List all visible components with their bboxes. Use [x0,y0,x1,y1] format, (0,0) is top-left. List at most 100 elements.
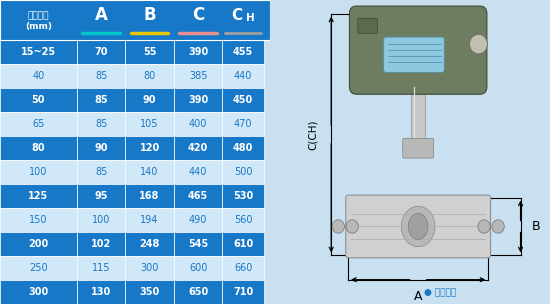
Bar [77,280,125,304]
Text: 85: 85 [95,119,107,129]
Bar [77,208,125,232]
Bar [77,40,125,64]
Bar [77,256,125,280]
Bar [0,112,77,136]
Text: 650: 650 [188,287,208,297]
Text: 85: 85 [94,95,108,105]
Bar [222,64,264,88]
Bar [125,184,174,208]
Text: 350: 350 [140,287,159,297]
Text: (mm): (mm) [25,22,52,31]
Text: 90: 90 [143,95,156,105]
Text: 100: 100 [92,215,110,225]
Text: 490: 490 [189,215,207,225]
Bar [222,208,264,232]
Bar [125,280,174,304]
Bar [125,160,174,184]
Text: 85: 85 [95,167,107,177]
Bar [125,112,174,136]
Text: 465: 465 [188,191,208,201]
Text: 300: 300 [28,287,48,297]
Text: 65: 65 [32,119,45,129]
Bar [125,88,174,112]
Text: 248: 248 [139,239,160,249]
Bar [77,112,125,136]
Bar [174,232,222,256]
Text: 115: 115 [92,263,111,273]
Text: 95: 95 [94,191,108,201]
Text: 400: 400 [189,119,207,129]
Text: 450: 450 [233,95,254,105]
Bar [125,256,174,280]
Text: 70: 70 [94,47,108,57]
Ellipse shape [356,15,480,85]
Bar [222,256,264,280]
Circle shape [346,220,359,233]
Text: H: H [246,13,254,23]
Text: ● 常规仪表: ● 常规仪表 [424,288,456,297]
Text: C: C [192,6,204,24]
Bar [125,232,174,256]
Ellipse shape [402,206,435,247]
Text: 40: 40 [32,71,45,81]
FancyBboxPatch shape [358,18,377,33]
Text: 440: 440 [234,71,252,81]
Text: 150: 150 [29,215,48,225]
Bar [0,256,77,280]
Text: 50: 50 [32,95,45,105]
Text: 480: 480 [233,143,254,153]
Bar [222,136,264,160]
Bar [125,40,174,64]
FancyBboxPatch shape [384,37,444,72]
Ellipse shape [408,213,428,240]
Bar [174,280,222,304]
FancyBboxPatch shape [346,195,491,258]
Bar [222,184,264,208]
Bar [0,232,77,256]
Text: 194: 194 [140,215,159,225]
Text: 168: 168 [139,191,160,201]
Text: 130: 130 [91,287,111,297]
Text: 15~25: 15~25 [21,47,56,57]
Bar [77,184,125,208]
Text: 560: 560 [234,215,252,225]
Circle shape [332,220,344,233]
FancyBboxPatch shape [349,6,487,94]
Text: A: A [95,6,107,24]
Bar [77,64,125,88]
Text: 100: 100 [29,167,48,177]
Bar [77,136,125,160]
Bar [77,160,125,184]
Text: C: C [231,8,242,23]
Text: 530: 530 [233,191,254,201]
Text: 250: 250 [29,263,48,273]
Text: B: B [532,220,540,233]
Text: 200: 200 [28,239,48,249]
Text: 390: 390 [188,47,208,57]
Bar [125,64,174,88]
Bar [174,160,222,184]
Text: A: A [414,290,422,303]
Bar [125,208,174,232]
Text: 102: 102 [91,239,111,249]
Bar [174,184,222,208]
Text: 55: 55 [143,47,156,57]
Bar [0,88,77,112]
Bar [0,136,77,160]
Text: 90: 90 [94,143,108,153]
Bar [77,232,125,256]
Text: 440: 440 [189,167,207,177]
Circle shape [470,34,487,54]
Bar [222,280,264,304]
Text: 85: 85 [95,71,107,81]
Bar [222,88,264,112]
Bar [174,112,222,136]
Bar [222,160,264,184]
Bar [174,208,222,232]
Bar [411,87,425,140]
Text: 390: 390 [188,95,208,105]
Bar [174,64,222,88]
Text: 120: 120 [140,143,159,153]
Text: 660: 660 [234,263,252,273]
Bar [0,280,77,304]
